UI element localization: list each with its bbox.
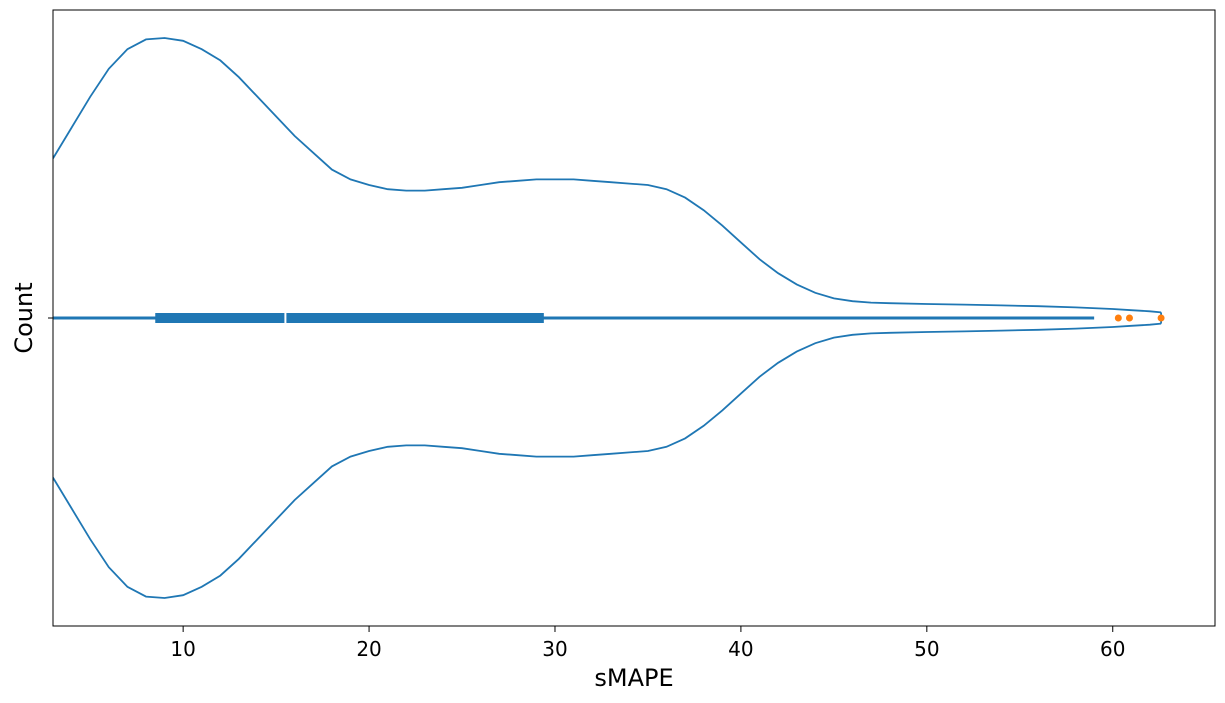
violin-group (53, 37, 1165, 599)
violin-lower-outline (53, 322, 1162, 599)
iqr-box (155, 313, 544, 323)
axes: 10 20 30 40 50 60 (48, 9, 1216, 661)
outlier-point (1125, 314, 1133, 322)
x-tick-label: 50 (914, 637, 939, 661)
violin-upper-outline (53, 37, 1162, 314)
x-tick-label: 30 (542, 637, 567, 661)
outlier-point (1114, 314, 1122, 322)
x-axis-label: sMAPE (594, 664, 673, 692)
x-tick-label: 60 (1100, 637, 1125, 661)
outlier-point (1157, 314, 1165, 322)
x-tick-label: 20 (356, 637, 381, 661)
y-axis-label: Count (10, 282, 38, 353)
x-tick-label: 40 (728, 637, 753, 661)
x-tick-label: 10 (170, 637, 195, 661)
plot-area (53, 37, 1165, 599)
